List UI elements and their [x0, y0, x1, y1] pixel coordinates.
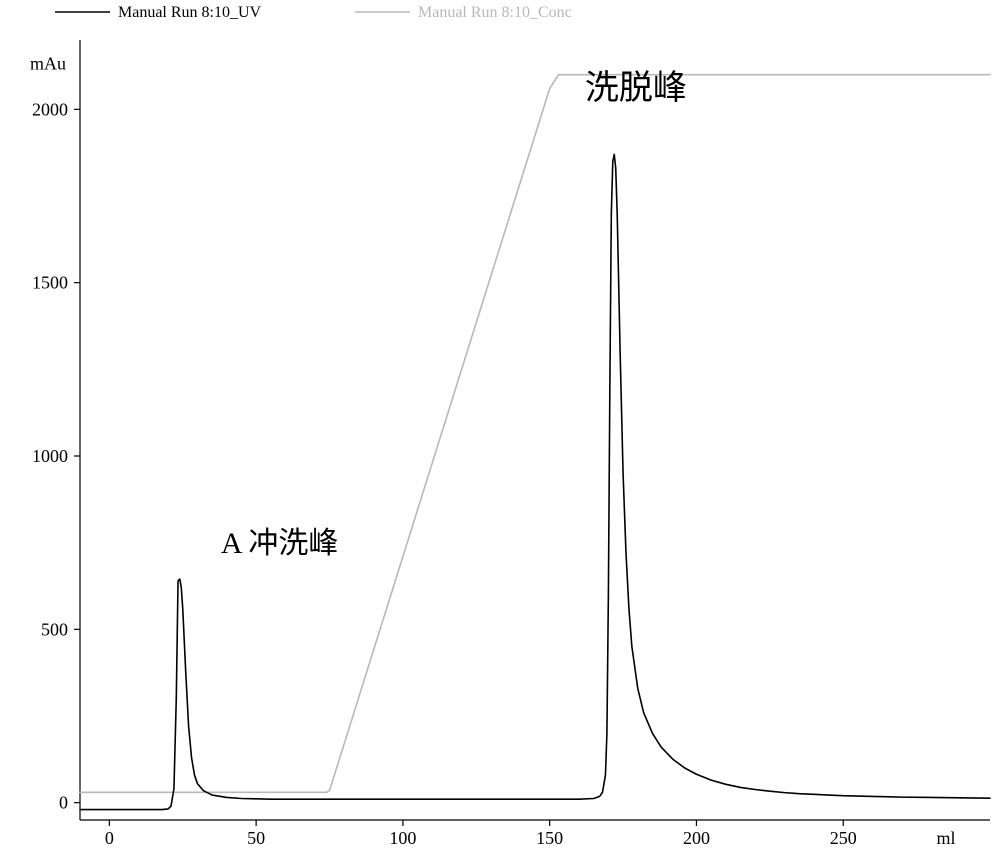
y-axis-label: mAu	[30, 53, 66, 73]
y-tick-label: 2000	[32, 99, 68, 119]
x-axis-label: ml	[936, 828, 955, 848]
x-tick-label: 250	[830, 828, 857, 848]
x-tick-label: 150	[536, 828, 563, 848]
x-tick-label: 0	[105, 828, 114, 848]
y-tick-label: 0	[59, 793, 68, 813]
y-tick-label: 500	[41, 619, 68, 639]
conc-trace	[80, 75, 990, 793]
legend-label-0: Manual Run 8:10_UV	[118, 4, 262, 21]
peak-label-elution: 洗脱峰	[585, 69, 687, 107]
chromatogram-chart: Manual Run 8:10_UV Manual Run 8:10_Conc 0 5…	[0, 0, 1000, 858]
uv-trace	[80, 154, 990, 809]
x-tick-label: 50	[247, 828, 265, 848]
x-tick-label: 200	[683, 828, 710, 848]
legend: Manual Run 8:10_UV Manual Run 8:10_Conc	[55, 4, 572, 21]
y-tick-label: 1500	[32, 273, 68, 293]
chart-svg: Manual Run 8:10_UV Manual Run 8:10_Conc 0 5…	[0, 0, 1000, 858]
legend-label-1: Manual Run 8:10_Conc	[418, 4, 572, 21]
y-tick-label: 1000	[32, 446, 68, 466]
x-tick-label: 100	[389, 828, 416, 848]
peak-label-wash: A 冲洗峰	[221, 527, 339, 560]
